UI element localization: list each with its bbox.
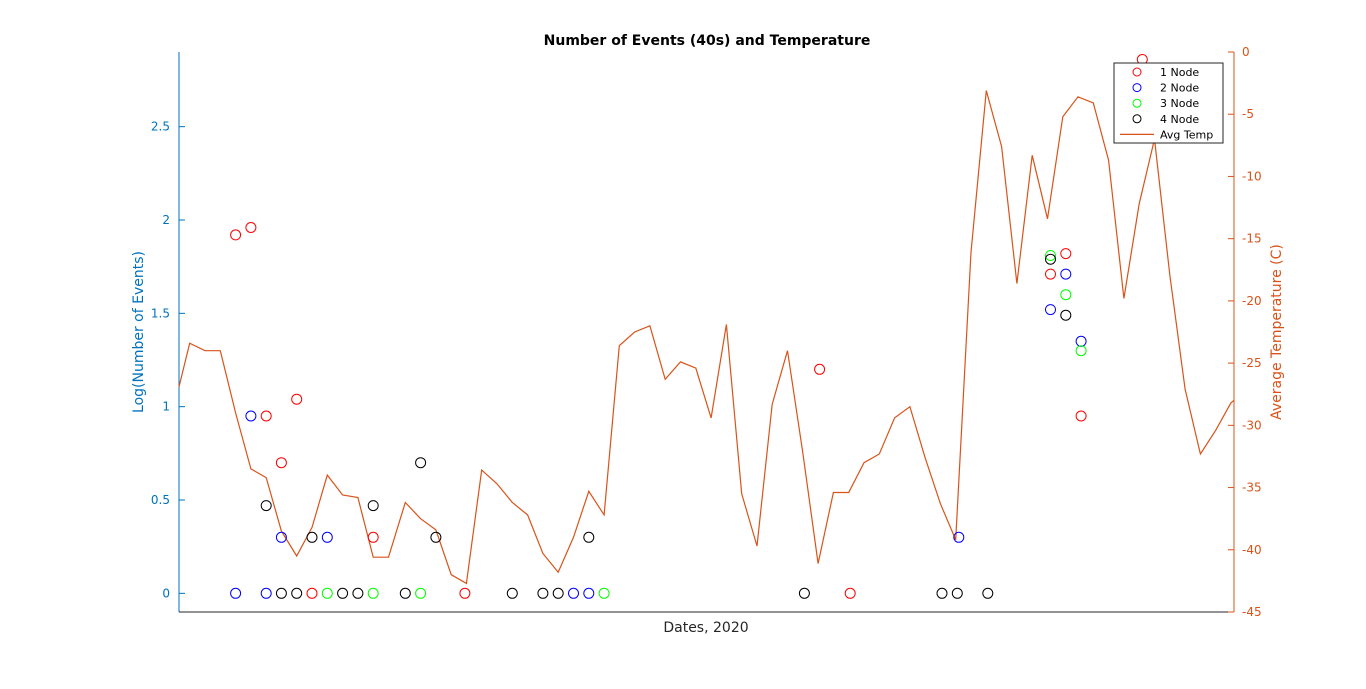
point-4-node: [415, 457, 427, 469]
left-y-axis-label: Log(Number of Events): [131, 251, 147, 413]
point-4-node: [982, 587, 994, 599]
point-4-node: [1060, 309, 1072, 321]
axes: 0 0.5 1 1.5 2 2.5 0 -5 -10 -15 -20 -25 -30 -35 -40 -45: [151, 45, 1262, 619]
x-axis-label: Dates, 2020: [663, 620, 748, 636]
right-y-tick-label: -45: [1242, 605, 1262, 619]
legend-box: [1113, 62, 1224, 144]
right-y-tick-label: -25: [1242, 356, 1262, 370]
point-3-node: [1045, 250, 1056, 261]
point-1-node: [1060, 248, 1072, 260]
legend-swatch-1-node: [1132, 67, 1142, 77]
point-2-node: [260, 587, 272, 599]
point-4-node: [275, 587, 287, 599]
right-y-tick-label: -20: [1242, 294, 1262, 308]
point-4-node: [1045, 253, 1056, 265]
point-3-node: [367, 587, 379, 599]
legend-swatch-4-node: [1132, 114, 1142, 124]
point-4-node: [352, 587, 364, 599]
right-y-tick-label: -40: [1242, 543, 1262, 557]
right-y-tick-label: -5: [1242, 107, 1254, 121]
point-1-node: [1075, 410, 1087, 422]
point-4-node: [291, 587, 303, 599]
temperature-line-group: [178, 90, 1235, 585]
legend-label: 2 Node: [1160, 82, 1199, 95]
legend: 1 Node 2 Node 3 Node 4 Node Avg Temp: [1113, 62, 1224, 144]
point-4-node: [260, 500, 272, 512]
point-2-node: [275, 531, 287, 543]
point-3-node: [1075, 345, 1087, 357]
point-2-node: [1060, 268, 1072, 280]
point-4-node: [936, 587, 948, 599]
point-1-node: [844, 587, 856, 599]
point-4-node: [798, 587, 810, 599]
left-y-tick-label: 1: [162, 400, 170, 414]
point-3-node: [321, 587, 333, 599]
point-4-node: [399, 587, 411, 599]
point-2-node: [321, 531, 333, 543]
left-y-tick-label: 0: [162, 586, 170, 600]
point-4-node: [337, 587, 349, 599]
point-1-node: [230, 229, 242, 241]
legend-swatch-2-node: [1132, 83, 1142, 93]
point-4-node: [430, 531, 442, 543]
point-4-node: [537, 587, 549, 599]
point-2-node: [230, 587, 242, 599]
point-4-node: [583, 531, 595, 543]
markers-group: [230, 54, 1148, 599]
point-1-node: [260, 410, 272, 422]
point-4-node: [506, 587, 518, 599]
point-1-node: [291, 393, 303, 405]
point-2-node: [568, 587, 579, 599]
point-4-node: [552, 587, 564, 599]
point-1-node: [459, 587, 471, 599]
point-2-node: [245, 410, 257, 422]
point-2-node: [953, 531, 965, 543]
point-1-node: [1045, 268, 1056, 280]
chart-title: Number of Events (40s) and Temperature: [544, 33, 871, 49]
right-y-tick-label: 0: [1242, 45, 1250, 59]
point-4-node: [306, 531, 318, 543]
point-2-node: [1075, 335, 1087, 347]
right-y-tick-label: -35: [1242, 481, 1262, 495]
right-y-tick-label: -15: [1242, 232, 1262, 246]
left-y-tick-label: 0.5: [151, 493, 170, 507]
left-y-tick-label: 1.5: [151, 306, 170, 320]
left-y-tick-label: 2.5: [151, 120, 170, 134]
point-1-node: [245, 222, 257, 233]
point-2-node: [583, 587, 595, 599]
avg-temp-line: [178, 90, 1235, 585]
point-1-node: [275, 457, 287, 469]
right-y-tick-label: -30: [1242, 418, 1262, 432]
legend-label: Avg Temp: [1160, 128, 1213, 141]
left-y-tick-label: 2: [162, 213, 170, 227]
legend-label: 3 Node: [1160, 97, 1199, 110]
point-2-node: [1045, 304, 1056, 316]
point-1-node: [814, 363, 826, 375]
legend-swatch-3-node: [1132, 98, 1142, 108]
point-4-node: [367, 500, 379, 512]
right-y-axis-label: Average Temperature (C): [1269, 244, 1285, 420]
legend-label: 4 Node: [1160, 113, 1199, 126]
point-1-node: [306, 587, 318, 599]
point-1-node: [367, 531, 379, 543]
right-y-tick-label: -10: [1242, 169, 1262, 183]
point-3-node: [598, 587, 610, 599]
point-3-node: [415, 587, 427, 599]
point-4-node: [951, 587, 963, 599]
legend-label: 1 Node: [1160, 66, 1199, 79]
point-3-node: [1060, 289, 1072, 301]
